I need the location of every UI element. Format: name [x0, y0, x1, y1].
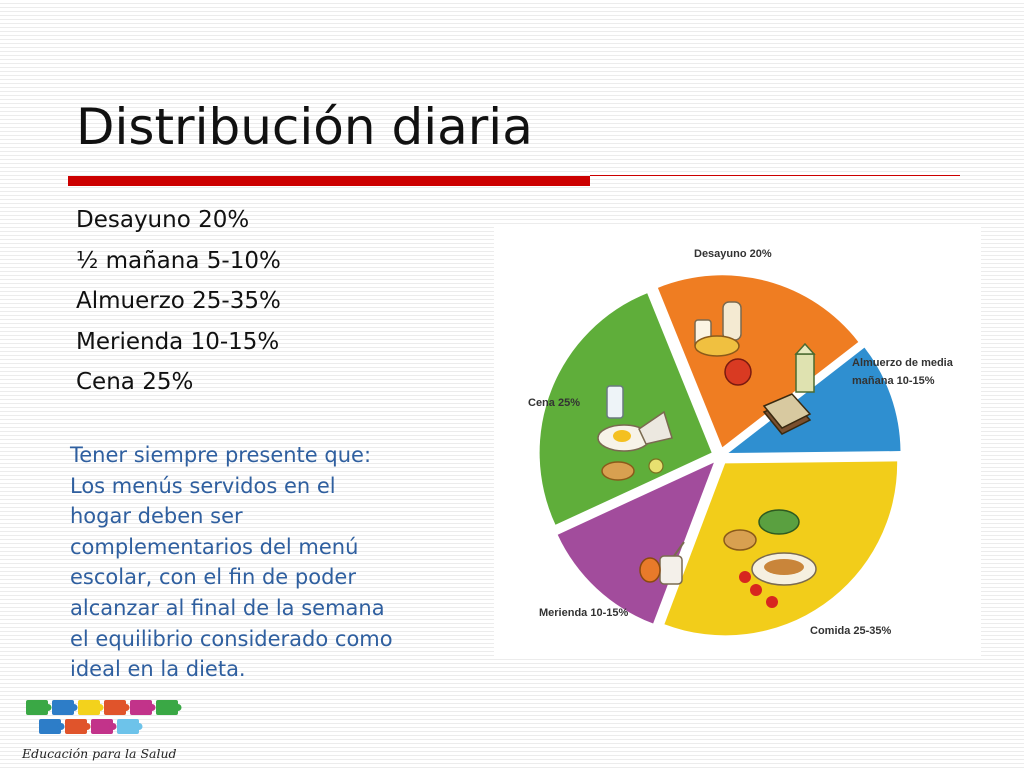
note-line: ideal en la dieta. — [70, 657, 246, 682]
pie-slice-breakfast — [657, 275, 859, 448]
note-line: escolar, con el fin de poder — [70, 565, 356, 590]
puzzle-piece — [26, 700, 48, 715]
puzzle-piece — [156, 700, 178, 715]
puzzle-knob — [148, 704, 156, 711]
reminder-note: Tener siempre presente que: Los menús se… — [70, 440, 470, 685]
pie-slice-afternoon — [557, 462, 714, 624]
note-line: hogar deben ser — [70, 504, 243, 529]
note-line: complementarios del menú — [70, 534, 359, 559]
puzzle-piece — [117, 719, 139, 734]
note-line: el equilibrio considerado como — [70, 626, 393, 651]
slice-label-dinner: Cena 25% — [528, 397, 580, 409]
meal-distribution-list: Desayuno 20% ½ mañana 5-10% Almuerzo 25-… — [76, 202, 281, 405]
slice-label-breakfast: Desayuno 20% — [694, 248, 772, 260]
puzzle-piece — [104, 700, 126, 715]
slice-label-midmorning-line2: mañana 10-15% — [852, 375, 935, 387]
puzzle-piece — [65, 719, 87, 734]
list-item: ½ mañana 5-10% — [76, 247, 281, 274]
slide-title: Distribución diaria — [76, 98, 533, 156]
puzzle-piece — [130, 700, 152, 715]
footer-rule — [20, 688, 960, 690]
note-line: Los menús servidos en el — [70, 473, 336, 498]
pie-slice-midmorning — [728, 347, 901, 454]
title-underline — [68, 176, 590, 186]
education-for-health-logo: Educación para la Salud — [22, 696, 192, 766]
slice-label-lunch: Comida 25-35% — [810, 625, 892, 637]
puzzle-logo-icon — [26, 700, 182, 734]
title-thin-rule — [590, 175, 960, 176]
slice-label-afternoon: Merienda 10-15% — [539, 607, 628, 619]
pie-slice-lunch — [664, 461, 898, 636]
logo-text: Educación para la Salud — [22, 746, 177, 761]
list-item: Cena 25% — [76, 369, 194, 395]
slice-label-midmorning-line1: Almuerzo de media — [852, 357, 954, 369]
puzzle-knob — [174, 704, 182, 711]
lunch-food-icon — [723, 509, 817, 608]
pie-chart-svg: Desayuno 20% Almuerzo de media mañana 10… — [528, 248, 954, 637]
puzzle-piece — [91, 719, 113, 734]
food-illustrations — [597, 301, 817, 608]
dinner-food-icon — [597, 385, 673, 481]
list-item: Desayuno 20% — [76, 207, 250, 233]
puzzle-piece — [78, 700, 100, 715]
list-item: Almuerzo 25-35% — [76, 288, 281, 314]
puzzle-knob — [96, 704, 104, 711]
puzzle-piece — [52, 700, 74, 715]
note-line: Tener siempre presente que: — [70, 443, 372, 467]
meal-pie-chart: Desayuno 20% Almuerzo de media mañana 10… — [494, 224, 981, 656]
breakfast-food-icon — [694, 301, 752, 386]
puzzle-knob — [70, 704, 78, 711]
list-item: Merienda 10-15% — [76, 328, 280, 355]
puzzle-knob — [57, 723, 65, 730]
puzzle-piece — [39, 719, 61, 734]
puzzle-knob — [135, 723, 143, 730]
puzzle-knob — [109, 723, 117, 730]
puzzle-knob — [83, 723, 91, 730]
puzzle-knob — [122, 704, 130, 711]
puzzle-knob — [44, 704, 52, 711]
afternoon-snack-icon — [639, 541, 685, 585]
pie-slice-dinner — [539, 293, 712, 525]
note-line: alcanzar al final de la semana — [70, 595, 385, 620]
snack-food-icon — [762, 342, 816, 435]
